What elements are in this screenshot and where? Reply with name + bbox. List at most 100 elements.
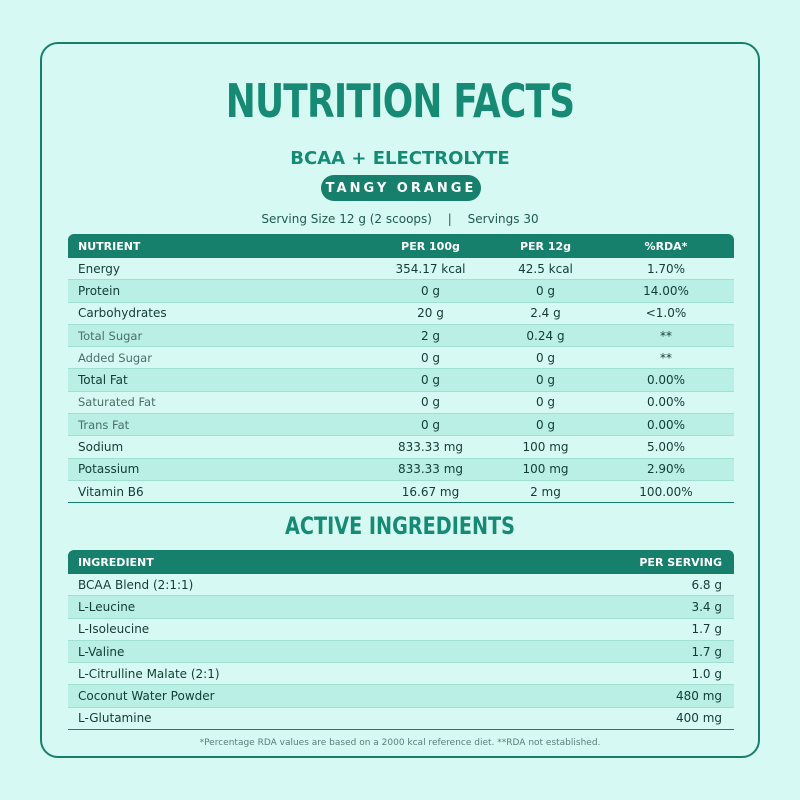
ingredient-name: L-Glutamine — [78, 711, 152, 726]
per-100g-value: 20 g — [417, 306, 444, 321]
ingredient-amount: 1.7 g — [691, 622, 722, 637]
table-row: Total Sugar 2 g 0.24 g ** — [68, 324, 734, 348]
ingredient-name: L-Valine — [78, 644, 125, 659]
header-per-12g: PER 12g — [519, 239, 572, 253]
nutrition-table-body: Energy 354.17 kcal 42.5 kcal 1.70% Protein 0 … — [68, 258, 734, 504]
table-row: Sodium 833.33 mg 100 mg 5.00% — [68, 436, 734, 459]
table-row: Total Fat 0 g 0 g 0.00% — [68, 369, 734, 392]
per-12g-value: 2 mg — [530, 484, 561, 499]
list-item: L-Isoleucine 1.7 g — [68, 619, 734, 641]
nutrition-table-header: NUTRIENT PER 100g PER 12g %RDA* — [68, 234, 734, 258]
nutrient-name: Trans Fat — [78, 417, 130, 432]
header-ingredient: INGREDIENT — [78, 555, 154, 569]
nutrition-card: NUTRITION FACTS BCAA + ELECTROLYTE TANGY… — [40, 42, 760, 758]
ingredient-name: L-Citrulline Malate (2:1) — [78, 666, 220, 681]
table-row: Protein 0 g 0 g 14.00% — [68, 280, 734, 303]
serving-separator: | — [447, 212, 452, 226]
product-subtitle: BCAA + ELECTROLYTE — [290, 148, 510, 169]
active-ingredients-title: ACTIVE INGREDIENTS — [285, 512, 515, 540]
footnote: *Percentage RDA values are based on a 20… — [199, 738, 601, 748]
ingredient-amount: 3.4 g — [691, 599, 722, 614]
header-per-100g: PER 100g — [401, 239, 460, 253]
nutrient-name: Potassium — [78, 462, 140, 477]
per-100g-value: 833.33 mg — [397, 440, 464, 455]
ingredients-table-body: BCAA Blend (2:1:1) 6.8 g L-Leucine 3.4 g L-I… — [68, 574, 734, 731]
rda-value: ** — [660, 350, 672, 365]
per-12g-value: 0 g — [535, 283, 556, 298]
per-100g-value: 0 g — [420, 283, 441, 298]
per-12g-value: 0 g — [535, 395, 556, 410]
table-row: Vitamin B6 16.67 mg 2 mg 100.00% — [68, 481, 734, 504]
per-100g-value: 2 g — [420, 328, 441, 343]
per-100g-value: 16.67 mg — [401, 484, 460, 499]
per-12g-value: 42.5 kcal — [518, 261, 573, 276]
ingredient-name: BCAA Blend (2:1:1) — [78, 577, 194, 592]
rda-value: 0.00% — [646, 417, 686, 432]
page-title: NUTRITION FACTS — [225, 74, 575, 128]
table-row: Saturated Fat 0 g 0 g 0.00% — [68, 392, 734, 415]
table-row: Added Sugar 0 g 0 g ** — [68, 347, 734, 370]
ingredient-amount: 1.0 g — [691, 666, 722, 681]
nutrient-name: Sodium — [78, 440, 124, 455]
nutrient-name: Protein — [78, 283, 121, 298]
nutrient-name: Energy — [78, 261, 121, 276]
table-row: Trans Fat 0 g 0 g 0.00% — [68, 414, 734, 437]
per-12g-value: 0 g — [535, 373, 556, 388]
nutrient-name: Vitamin B6 — [78, 484, 144, 499]
per-12g-value: 2.4 g — [530, 306, 561, 321]
rda-value: 2.90% — [646, 462, 686, 477]
per-12g-value: 100 mg — [522, 462, 569, 477]
list-item: L-Citrulline Malate (2:1) 1.0 g — [68, 663, 734, 686]
per-100g-value: 0 g — [420, 373, 441, 388]
per-100g-value: 0 g — [420, 417, 441, 432]
header-per-serving: PER SERVING — [639, 555, 722, 569]
ingredient-amount: 6.8 g — [691, 577, 722, 592]
nutrient-name: Added Sugar — [78, 350, 152, 365]
per-12g-value: 100 mg — [522, 440, 569, 455]
rda-value: 5.00% — [646, 440, 686, 455]
header-nutrient: NUTRIENT — [78, 239, 141, 253]
per-100g-value: 354.17 kcal — [395, 261, 466, 276]
rda-value: ** — [660, 328, 672, 343]
serving-size-value: 12 g (2 scoops) — [339, 212, 432, 226]
nutrition-table: NUTRIENT PER 100g PER 12g %RDA* Energy 35… — [68, 234, 734, 504]
table-row: Potassium 833.33 mg 100 mg 2.90% — [68, 458, 734, 481]
table-row: Energy 354.17 kcal 42.5 kcal 1.70% — [68, 258, 734, 281]
per-100g-value: 0 g — [420, 395, 441, 410]
ingredient-name: L-Isoleucine — [78, 622, 150, 637]
servings-label: Servings — [467, 212, 520, 226]
list-item: L-Valine 1.7 g — [68, 640, 734, 664]
ingredient-name: L-Leucine — [78, 599, 136, 614]
ingredient-name: Coconut Water Powder — [78, 689, 215, 704]
nutrient-name: Saturated Fat — [78, 395, 156, 410]
rda-value: 0.00% — [646, 395, 686, 410]
servings-value: 30 — [523, 212, 539, 226]
per-100g-value: 833.33 mg — [397, 462, 464, 477]
nutrient-name: Total Sugar — [78, 328, 143, 343]
ingredients-table: INGREDIENT PER SERVING BCAA Blend (2:1:1… — [68, 550, 734, 731]
per-12g-value: 0 g — [535, 417, 556, 432]
list-item: BCAA Blend (2:1:1) 6.8 g — [68, 574, 734, 597]
rda-value: 14.00% — [643, 283, 689, 298]
rda-value: 0.00% — [646, 373, 686, 388]
per-12g-value: 0.24 g — [526, 328, 565, 343]
nutrient-name: Total Fat — [78, 373, 128, 388]
ingredient-amount: 480 mg — [675, 689, 722, 704]
per-12g-value: 0 g — [535, 350, 556, 365]
header-rda: %RDA* — [644, 239, 688, 253]
serving-info: Serving Size 12 g (2 scoops) | Servings … — [42, 212, 758, 226]
rda-value: 1.70% — [646, 261, 686, 276]
ingredient-amount: 400 mg — [675, 711, 722, 726]
serving-size-label: Serving Size — [261, 212, 336, 226]
table-row: Carbohydrates 20 g 2.4 g <1.0% — [68, 303, 734, 325]
ingredients-table-header: INGREDIENT PER SERVING — [68, 550, 734, 574]
ingredient-amount: 1.7 g — [691, 644, 722, 659]
list-item: L-Glutamine 400 mg — [68, 708, 734, 731]
list-item: L-Leucine 3.4 g — [68, 596, 734, 619]
flavor-badge: TANGY ORANGE — [321, 175, 481, 201]
per-100g-value: 0 g — [420, 350, 441, 365]
rda-value: <1.0% — [645, 306, 687, 321]
nutrient-name: Carbohydrates — [78, 306, 167, 321]
list-item: Coconut Water Powder 480 mg — [68, 685, 734, 708]
rda-value: 100.00% — [639, 484, 693, 499]
